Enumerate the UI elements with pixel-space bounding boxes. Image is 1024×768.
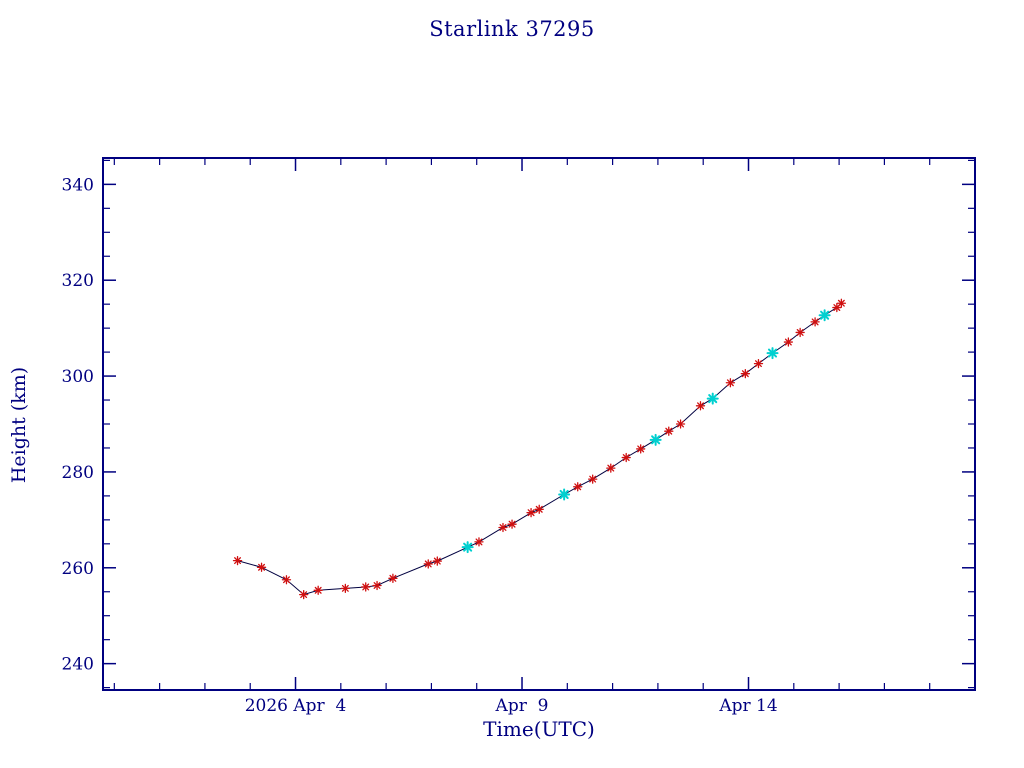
data-marker-red: [388, 573, 398, 583]
data-marker-red: [498, 522, 508, 533]
marker-stroke: [708, 394, 718, 404]
marker-stroke: [433, 557, 441, 565]
data-marker-red: [232, 555, 243, 566]
marker-stroke: [607, 464, 615, 472]
marker-stroke: [820, 310, 830, 320]
marker-stroke: [373, 582, 381, 589]
marker-stroke: [677, 420, 685, 428]
data-line: [237, 302, 842, 596]
x-tick-label: Apr 14: [718, 696, 777, 716]
data-marker-cyan: [818, 309, 831, 322]
marker-stroke: [424, 560, 432, 568]
data-marker-red: [740, 369, 750, 379]
data-marker-red: [526, 508, 536, 518]
marker-stroke: [589, 475, 597, 483]
marker-stroke: [637, 445, 645, 453]
y-tick-label: 300: [62, 367, 94, 387]
y-tick-label: 280: [62, 463, 94, 483]
data-marker-red: [636, 444, 646, 454]
marker-stroke: [234, 557, 242, 565]
marker-stroke: [527, 509, 535, 517]
x-tick-label: Apr 9: [495, 696, 549, 716]
marker-stroke: [784, 338, 792, 346]
data-marker-red: [299, 589, 309, 600]
data-marker-red: [664, 426, 674, 436]
data-marker-red: [573, 482, 583, 492]
marker-stroke: [499, 524, 507, 531]
marker-stroke: [300, 591, 308, 599]
y-tick-label: 240: [62, 655, 94, 675]
data-marker-red: [372, 580, 382, 591]
marker-stroke: [622, 454, 630, 462]
y-tick-label: 260: [62, 559, 94, 579]
marker-stroke: [475, 538, 483, 546]
data-marker-cyan: [706, 392, 719, 405]
data-marker-red: [795, 327, 805, 338]
data-marker-red: [474, 537, 484, 547]
marker-stroke: [811, 318, 819, 326]
marker-stroke: [665, 427, 673, 435]
x-axis-label: Time(UTC): [483, 717, 595, 741]
data-marker-red: [695, 401, 706, 411]
marker-stroke: [741, 370, 749, 378]
marker-stroke: [726, 379, 734, 387]
data-marker-red: [281, 575, 292, 585]
marker-stroke: [341, 584, 349, 592]
x-tick-label: 2026 Apr 4: [245, 696, 347, 716]
data-marker-red: [621, 452, 631, 463]
marker-stroke: [651, 435, 661, 445]
data-marker-cyan: [766, 347, 779, 360]
data-marker-red: [423, 559, 433, 569]
y-tick-label: 340: [62, 175, 94, 195]
y-tick-label: 320: [62, 271, 94, 291]
marker-stroke: [559, 489, 569, 499]
data-marker-red: [432, 556, 442, 566]
marker-stroke: [314, 586, 322, 594]
marker-stroke: [535, 505, 543, 513]
data-marker-cyan: [558, 488, 571, 501]
marker-stroke: [463, 542, 473, 552]
marker-stroke: [574, 483, 582, 491]
data-marker-red: [361, 582, 371, 592]
data-marker-cyan: [649, 433, 662, 446]
data-marker-red: [534, 504, 544, 514]
plot-frame: [102, 157, 976, 691]
data-marker-red: [507, 519, 517, 529]
data-marker-red: [313, 585, 323, 595]
marker-stroke: [258, 563, 266, 571]
data-marker-red: [753, 358, 764, 369]
marker-stroke: [754, 360, 762, 368]
data-marker-red: [675, 419, 686, 429]
marker-stroke: [837, 299, 845, 307]
marker-stroke: [796, 328, 804, 336]
data-marker-red: [588, 474, 598, 484]
marker-stroke: [697, 402, 704, 410]
chart-title: Starlink 37295: [429, 17, 595, 41]
marker-stroke: [508, 520, 516, 528]
marker-stroke: [282, 576, 290, 584]
data-marker-red: [810, 317, 820, 327]
data-marker-red: [340, 583, 351, 594]
marker-stroke: [767, 348, 778, 358]
marker-stroke: [362, 583, 370, 591]
data-marker-red: [836, 298, 847, 308]
data-marker-red: [783, 337, 794, 347]
data-marker-red: [725, 378, 736, 388]
marker-stroke: [389, 574, 397, 582]
data-marker-red: [606, 463, 616, 473]
data-marker-cyan: [461, 541, 474, 554]
data-marker-red: [256, 562, 267, 572]
